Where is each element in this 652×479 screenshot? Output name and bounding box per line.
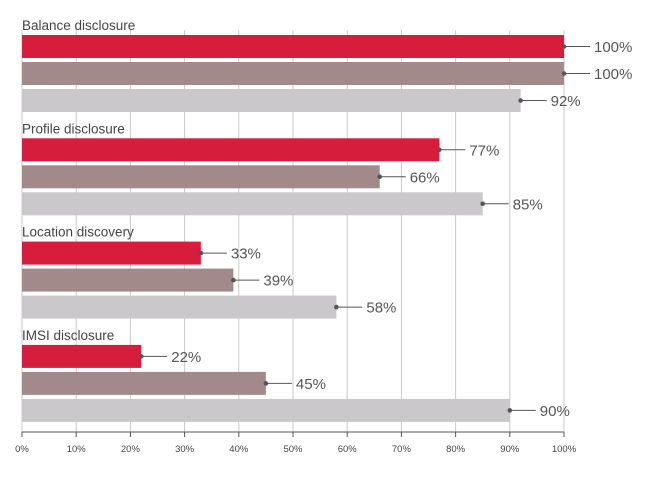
x-tick-label: 40% <box>229 444 249 455</box>
bar <box>22 89 521 112</box>
callout-dot <box>334 304 339 310</box>
value-label: 92% <box>551 93 581 110</box>
bar <box>22 165 380 189</box>
callout-dot <box>437 147 442 153</box>
callout-dot <box>231 277 236 283</box>
x-tick-label: 70% <box>392 444 412 455</box>
bar <box>22 138 440 162</box>
value-label: 45% <box>296 376 326 393</box>
value-callouts: Balance disclosure 100% 100% 92% Profile dis… <box>22 18 632 420</box>
x-tick-label: 90% <box>500 444 520 455</box>
value-label: 22% <box>171 349 201 366</box>
bar <box>22 192 483 216</box>
group-label: IMSI disclosure <box>22 328 114 343</box>
group-label: Balance disclosure <box>22 18 135 33</box>
value-label: 100% <box>594 66 632 83</box>
x-tick-label: 20% <box>121 444 141 455</box>
callout-dot <box>377 174 383 180</box>
value-label: 33% <box>231 246 261 263</box>
value-label: 77% <box>469 142 499 159</box>
value-label: 58% <box>366 300 396 317</box>
bar <box>22 344 142 368</box>
callout-dot <box>480 201 486 207</box>
callout-dot <box>198 250 204 256</box>
callout-dot <box>138 354 144 359</box>
bar <box>22 62 564 85</box>
x-tick-label: 60% <box>338 444 358 455</box>
x-tick-label: 10% <box>67 444 87 455</box>
bar <box>22 35 564 58</box>
value-label: 39% <box>263 273 293 290</box>
bar <box>22 371 266 395</box>
value-label: 66% <box>410 169 440 186</box>
bars <box>22 35 564 422</box>
group-label: Location discovery <box>22 225 134 240</box>
value-label: 90% <box>540 403 570 420</box>
bar <box>22 398 510 422</box>
x-tick-label: 80% <box>446 444 466 455</box>
x-tick-label: 30% <box>175 444 195 455</box>
x-tick-label: 50% <box>283 444 303 455</box>
value-label: 100% <box>594 39 632 56</box>
callout-dot <box>507 408 513 413</box>
group-label: Profile disclosure <box>22 121 125 136</box>
callout-dot <box>263 381 269 386</box>
bar <box>22 241 201 265</box>
callout-dot <box>561 71 567 76</box>
bar <box>22 295 337 319</box>
callout-dot <box>518 98 523 103</box>
value-label: 85% <box>513 196 543 213</box>
bar <box>22 268 234 292</box>
x-tick-label: 100% <box>552 444 577 455</box>
x-tick-label: 0% <box>15 444 29 455</box>
x-axis: 0% 10% 20% 30% 40% 50% 60% 70% 80% 90% 100% <box>15 431 577 455</box>
callout-dot <box>561 44 567 49</box>
